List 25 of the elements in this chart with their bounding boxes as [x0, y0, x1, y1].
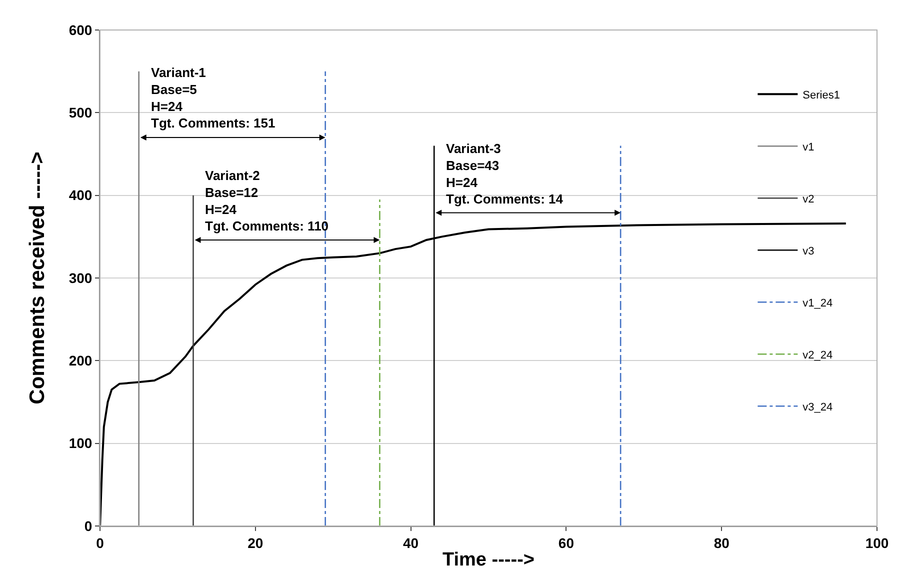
y-tick-label: 300 [68, 270, 92, 286]
x-axis-title: Time -----> [442, 550, 535, 571]
y-tick-label: 0 [84, 518, 92, 534]
x-tick-label: 20 [248, 534, 264, 551]
y-tick-label: 100 [68, 435, 92, 452]
legend-label: v2_24 [802, 349, 833, 362]
legend-label: v1_24 [802, 297, 833, 310]
legend-label: v3 [802, 245, 814, 258]
annotation: Variant-2 Base=12 H=24 Tgt. Comments: 110 [205, 168, 329, 234]
annotation: Variant-1 Base=5 H=24 Tgt. Comments: 151 [151, 65, 276, 131]
y-axis-title: Comments received -----> [26, 152, 49, 404]
annotation: Variant-3 Base=43 H=24 Tgt. Comments: 14 [446, 141, 564, 207]
y-tick-label: 600 [68, 22, 92, 38]
y-tick-label: 200 [68, 352, 92, 369]
x-tick-label: 100 [865, 534, 889, 551]
y-tick-label: 500 [68, 104, 92, 121]
legend-label: Series1 [802, 89, 840, 102]
x-tick-label: 0 [96, 534, 104, 551]
legend-label: v3_24 [802, 401, 833, 414]
y-tick-label: 400 [68, 187, 92, 204]
x-tick-label: 80 [714, 534, 730, 551]
legend-label: v1 [802, 141, 814, 154]
legend-label: v2 [802, 193, 814, 206]
x-tick-label: 40 [403, 534, 419, 551]
x-tick-label: 60 [558, 534, 574, 551]
